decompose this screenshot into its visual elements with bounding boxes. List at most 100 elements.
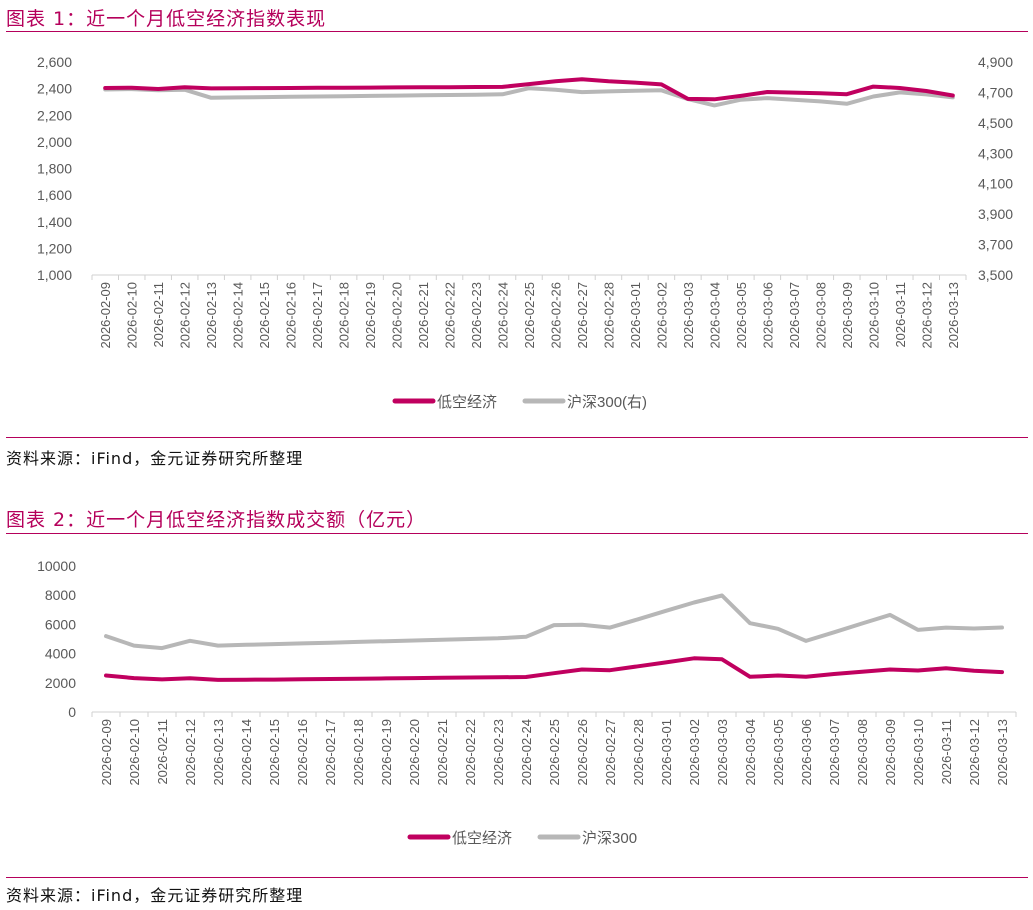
x-tick-label: 2026-03-13 [946,282,961,349]
y-tick-label: 2,000 [37,134,72,150]
x-tick-label: 2026-02-11 [151,282,166,348]
series-line-2 [104,593,1004,651]
x-tick-label: 2026-03-03 [715,719,730,786]
x-tick-label: 2026-02-15 [257,282,272,349]
x-tick-label: 2026-02-10 [127,719,142,786]
x-tick-label: 2026-02-09 [98,282,113,349]
x-tick-label: 2026-02-24 [519,719,534,786]
chart1: 2026-02-09 2026-02-10 2026-02-11 2026-02-12… [37,54,1013,411]
chart2: 2026-02-09 2026-02-10 2026-02-11 2026-02-12… [37,558,1017,847]
x-tick-label: 2026-02-19 [363,282,378,349]
x-tick-label: 2026-02-22 [463,719,478,786]
figure1-source: 资料来源：iFind，金元证券研究所整理 [6,449,304,468]
x-tick-label: 2026-02-26 [575,719,590,786]
x-tick-label: 2026-02-20 [390,282,405,349]
x-tick-label: 2026-02-11 [155,719,170,785]
legend-label-1: 低空经济 [452,830,512,847]
x-tick-label: 2026-03-01 [659,719,674,786]
y-tick-label: 1,000 [37,267,72,283]
y-tick-label: 10000 [37,558,76,574]
x-tick-label: 2026-03-12 [919,282,934,349]
y-tick-label: 1,200 [37,240,72,256]
x-tick-label: 2026-03-11 [893,282,908,348]
x-tick-label: 2026-03-02 [654,282,669,349]
y2-tick-label: 4,700 [978,84,1013,100]
x-tick-label: 2026-03-10 [911,719,926,786]
x-tick-label: 2026-03-03 [681,282,696,349]
x-tick-label: 2026-02-13 [204,282,219,349]
y-tick-label: 1,800 [37,161,72,177]
x-tick-label: 2026-03-11 [939,719,954,785]
x-tick-label: 2026-02-25 [522,282,537,349]
x-tick-label: 2026-03-01 [628,282,643,349]
series-line-2 [103,86,955,108]
x-tick-label: 2026-03-10 [866,282,881,349]
y2-tick-label: 4,900 [978,54,1013,70]
x-tick-label: 2026-02-26 [548,282,563,349]
x-tick-label: 2026-03-05 [771,719,786,786]
series-line-1 [103,77,955,102]
x-tick-label: 2026-02-16 [295,719,310,786]
y-tick-label: 0 [68,704,76,720]
x-tick-label: 2026-02-23 [491,719,506,786]
figure1-title: 图表 1：近一个月低空经济指数表现 [6,8,327,30]
y-tick-label: 2000 [45,675,76,691]
figure2-title: 图表 2：近一个月低空经济指数成交额（亿元） [6,509,427,531]
x-tick-label: 2026-02-22 [443,282,458,349]
y-tick-label: 2,400 [37,81,72,97]
y2-tick-label: 3,500 [978,267,1013,283]
figure1-top-rule [6,31,1028,32]
y-tick-label: 8000 [45,587,76,603]
x-tick-label: 2026-02-09 [99,719,114,786]
x-tick-label: 2026-02-27 [603,719,618,786]
y2-tick-label: 3,900 [978,206,1013,222]
x-tick-label: 2026-03-05 [734,282,749,349]
x-tick-label: 2026-03-04 [743,719,758,786]
y-tick-label: 4000 [45,646,76,662]
x-tick-label: 2026-02-28 [631,719,646,786]
x-tick-label: 2026-02-18 [337,282,352,349]
x-tick-label: 2026-02-24 [496,282,511,349]
x-tick-label: 2026-02-23 [469,282,484,349]
y-tick-label: 1,600 [37,187,72,203]
series-line-1 [104,656,1004,682]
figure1-bottom-rule [6,437,1028,438]
y2-tick-label: 4,300 [978,145,1013,161]
x-tick-label: 2026-03-06 [760,282,775,349]
x-tick-label: 2026-03-07 [827,719,842,786]
x-tick-label: 2026-02-14 [239,719,254,786]
x-tick-label: 2026-02-17 [323,719,338,786]
y2-tick-label: 4,500 [978,115,1013,131]
y2-tick-label: 3,700 [978,237,1013,253]
y-tick-label: 1,400 [37,214,72,230]
x-tick-label: 2026-03-12 [967,719,982,786]
x-tick-label: 2026-02-27 [575,282,590,349]
x-tick-label: 2026-02-20 [407,719,422,786]
x-tick-label: 2026-02-28 [601,282,616,349]
x-tick-label: 2026-02-13 [211,719,226,786]
x-tick-label: 2026-03-09 [840,282,855,349]
x-tick-label: 2026-03-06 [799,719,814,786]
y-tick-label: 2,200 [37,107,72,123]
x-tick-label: 2026-02-21 [435,719,450,786]
y2-tick-label: 4,100 [978,176,1013,192]
legend-label-1: 低空经济 [437,394,497,411]
x-tick-label: 2026-02-12 [178,282,193,349]
x-tick-label: 2026-02-15 [267,719,282,786]
x-tick-label: 2026-02-18 [351,719,366,786]
x-tick-label: 2026-03-13 [995,719,1010,786]
x-tick-label: 2026-03-02 [687,719,702,786]
x-tick-label: 2026-02-21 [416,282,431,349]
legend-label-2: 沪深300(右) [567,394,647,411]
x-tick-label: 2026-02-17 [310,282,325,349]
x-tick-label: 2026-03-04 [707,282,722,349]
x-tick-label: 2026-02-10 [125,282,140,349]
x-tick-label: 2026-02-16 [284,282,299,349]
figure2-bottom-rule [6,877,1028,878]
figure2-source: 资料来源：iFind，金元证券研究所整理 [6,886,304,905]
x-tick-label: 2026-02-25 [547,719,562,786]
legend-label-2: 沪深300 [582,830,637,847]
y-tick-label: 2,600 [37,54,72,70]
x-tick-label: 2026-03-08 [855,719,870,786]
x-tick-label: 2026-03-08 [813,282,828,349]
